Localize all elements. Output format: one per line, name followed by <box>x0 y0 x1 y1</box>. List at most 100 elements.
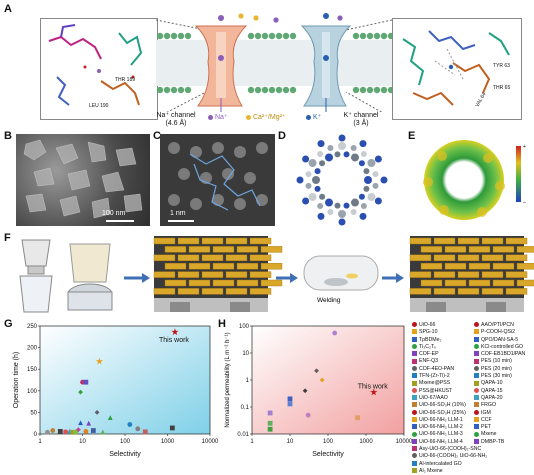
residue-label-thr189: THR 189 <box>115 77 136 83</box>
legend-marker-icon <box>412 387 417 393</box>
legend-entry-label: PSS@HKUST <box>419 387 453 394</box>
legend-entry: TpBDMe₂ <box>412 337 474 344</box>
chart-g-xlabel: Selectivity <box>109 451 141 458</box>
data-point <box>83 429 89 434</box>
atom <box>317 212 325 220</box>
data-point <box>332 330 338 336</box>
atom <box>363 168 370 175</box>
legend-marker-icon <box>412 329 417 335</box>
x-tick-label: 1 <box>38 439 42 445</box>
legend-entry: UiO-66 <box>412 322 474 329</box>
legend-entry-label: QAPA-10 <box>481 380 503 387</box>
atom <box>308 159 317 167</box>
legend-entry-label: Mxene@PSS <box>419 380 451 387</box>
legend-entry: ENF-Q3 <box>412 358 474 365</box>
electrostatic-potential-map: + – <box>423 140 526 220</box>
chart-h-ylabel: Normalized permeability (L m⁻² h⁻¹) <box>225 332 231 427</box>
legend-entry: Ti₃C₂Tₓ <box>412 344 474 351</box>
sem-image: 100 nm <box>16 134 150 226</box>
arrow-right-icon <box>396 273 404 283</box>
y-tick-label: 50 <box>30 410 37 416</box>
data-point <box>267 410 273 416</box>
legend-marker-icon <box>474 395 479 401</box>
atom <box>308 193 317 201</box>
atom <box>302 155 310 163</box>
atom <box>350 145 357 152</box>
legend-entry-label: UiO-67/AAO <box>419 394 448 401</box>
legend-entry-label: TpBDMe₂ <box>419 336 442 343</box>
legend-entry: PES (30 min) <box>474 373 534 380</box>
atom <box>363 185 370 192</box>
data-point <box>171 328 179 336</box>
legend-entry: Mxene <box>474 431 534 438</box>
panel-letter-d: D <box>278 130 286 142</box>
chart-g-plot-area <box>40 326 210 434</box>
legend-na: Na⁺ <box>208 113 228 121</box>
legend-entry: IGM <box>474 410 534 417</box>
atom <box>350 208 357 215</box>
welding-label: Welding <box>317 297 341 304</box>
sem-crystal-texture <box>23 139 143 219</box>
legend-entry-label: UiO-66-SO₃H (25%) <box>419 409 466 416</box>
atom <box>367 193 376 201</box>
data-point <box>142 429 148 435</box>
legend-entry-label: FRGO <box>481 402 496 409</box>
atom <box>359 140 367 148</box>
legend-marker-icon <box>412 453 417 459</box>
residue-label-tyr63: TYR 63 <box>493 63 510 69</box>
legend-entry: UiO-66-SO₃H (25%) <box>412 410 474 417</box>
atom <box>305 182 312 189</box>
legend-entry: Al₂ Mxene <box>412 468 474 475</box>
panel-letter-h: H <box>218 318 226 330</box>
legend-marker-icon <box>412 416 417 422</box>
atom <box>380 176 388 184</box>
atom <box>314 185 321 192</box>
legend-k: K⁺ <box>306 113 321 121</box>
atom <box>358 193 365 200</box>
sem-scale-bar-label: 100 nm <box>102 210 126 217</box>
legend-entry-label: Asy-UiO-66-(COOH)₂-SNC <box>419 446 482 453</box>
data-point <box>75 427 81 433</box>
legend-marker-icon <box>412 424 417 430</box>
welding-tube-icon <box>303 255 379 291</box>
tem-scale-bar-label: 1 nm <box>170 210 186 217</box>
atom <box>319 193 326 200</box>
legend-marker-icon <box>474 336 479 342</box>
legend-marker-icon <box>412 351 417 357</box>
legend-entry-label: COF-EB1BD1/PAN <box>481 351 526 358</box>
legend-marker-icon <box>474 329 479 335</box>
legend-entry-label: UiO-66-NH₂ LLM-2 <box>419 424 463 431</box>
atom <box>317 150 324 157</box>
legend-entry: UiO-66-NH₂ LLM-4 <box>412 439 474 446</box>
legend-marker-icon <box>474 322 479 328</box>
x-tick-label: 10000 <box>396 439 412 445</box>
legend-entry-label: PET <box>481 424 492 431</box>
legend-entry: COF-EP <box>412 351 474 358</box>
legend-entry: UiO-67/AAO <box>412 395 474 402</box>
legend-entry: PES (20 min) <box>474 366 534 373</box>
x-tick-label: 100 <box>323 439 334 445</box>
legend-column-2: AAO/PTI/PCN P-COOH-QSi2 QPO/DAN-SA-5 KCl-co… <box>474 322 534 446</box>
legend-ca-mg: Ca²⁺/Mg²⁺ <box>246 113 286 121</box>
panel-letter-f: F <box>4 232 11 244</box>
atom <box>360 203 367 210</box>
data-point <box>107 415 113 420</box>
atom <box>351 153 359 162</box>
chart-g: 1 10 100 1000 10000 0 50 100 150 200 250 This work… <box>13 324 219 458</box>
legend-entry: QAPA-10 <box>474 380 534 387</box>
atom <box>338 210 346 218</box>
legend-entry-label: P-COOH-QSi2 <box>481 329 516 336</box>
x-tick-label: 1 <box>250 439 254 445</box>
chart-h-annotation: This work <box>358 383 388 390</box>
legend-entry: COF-EB1BD1/PAN <box>474 351 534 358</box>
legend-entry: CCF <box>474 417 534 424</box>
panel-letter-e: E <box>408 130 416 142</box>
residue-label-thr65: THR 65 <box>493 85 511 91</box>
legend-na-label: Na⁺ <box>214 114 228 121</box>
legend-entry-label: AAO/PTI/PCN <box>481 322 514 328</box>
k-ion-icon <box>306 114 311 120</box>
legend-entry-label: UiO-66-(COOH)₂ UiO-66-NH₂ <box>419 453 488 460</box>
legend-marker-icon <box>474 380 479 386</box>
sem-scale-bar <box>106 220 134 222</box>
legend-marker-icon <box>412 468 417 474</box>
